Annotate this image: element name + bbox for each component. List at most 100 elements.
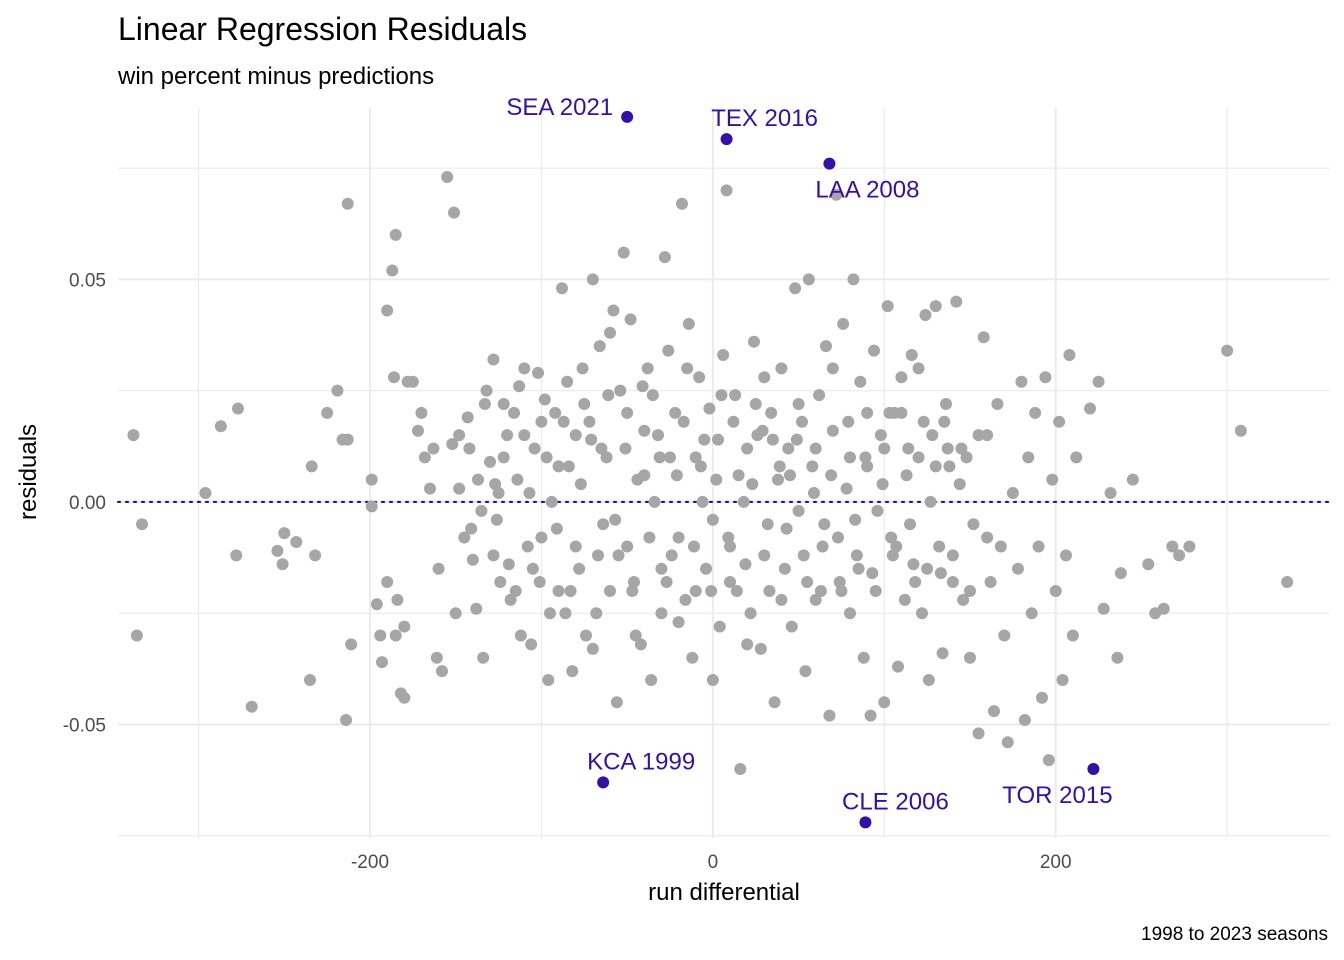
data-point (964, 651, 976, 664)
data-point (626, 584, 639, 597)
data-point (340, 714, 352, 727)
data-point (763, 584, 776, 597)
data-point (645, 673, 658, 686)
data-point (881, 300, 894, 313)
data-point (1046, 473, 1059, 486)
data-point (489, 478, 502, 491)
data-point (634, 638, 647, 651)
data-point (436, 665, 448, 678)
data-point (902, 442, 915, 455)
data-point (766, 433, 779, 446)
x-tick-label: 200 (1040, 852, 1072, 873)
data-point (1063, 349, 1076, 362)
data-point (664, 451, 676, 464)
data-point (381, 304, 394, 317)
data-point (550, 522, 563, 535)
data-point (1060, 549, 1072, 562)
y-tick-label: 0.05 (69, 270, 106, 291)
data-point (890, 540, 903, 553)
data-point (518, 362, 531, 375)
data-point (669, 406, 682, 419)
data-point (806, 460, 819, 473)
data-point (574, 478, 587, 491)
data-point (127, 429, 140, 442)
data-point (612, 549, 625, 562)
data-point (214, 420, 227, 433)
data-point (448, 206, 460, 219)
chart-caption: 1998 to 2023 seasons (1141, 924, 1328, 945)
data-point (470, 602, 483, 615)
highlighted-point (1087, 763, 1100, 776)
data-point (850, 549, 863, 562)
data-point (868, 344, 880, 357)
data-point (784, 469, 796, 482)
data-point (672, 531, 685, 544)
data-point (946, 549, 959, 562)
data-point (859, 451, 872, 464)
data-point (797, 549, 810, 562)
data-point (705, 584, 718, 597)
data-point (679, 593, 692, 606)
data-point (869, 584, 882, 597)
data-point (525, 638, 538, 651)
data-point (1281, 576, 1294, 589)
data-point (604, 326, 616, 339)
data-point (638, 424, 651, 437)
data-point (398, 691, 411, 704)
data-point (621, 406, 634, 419)
data-point (964, 584, 976, 597)
data-point (305, 460, 318, 473)
data-point (389, 629, 402, 642)
data-point (912, 362, 925, 375)
data-point (724, 540, 736, 553)
data-point (1018, 714, 1031, 727)
data-point (586, 273, 599, 286)
data-point (909, 576, 922, 589)
data-point (799, 665, 812, 678)
data-point (1142, 558, 1155, 571)
data-point (398, 620, 411, 633)
data-point (643, 531, 656, 544)
data-point (136, 518, 148, 531)
data-point (391, 593, 404, 606)
data-point (532, 366, 544, 379)
data-point (655, 562, 668, 575)
data-point (580, 629, 592, 642)
data-point (998, 629, 1011, 642)
data-point (835, 584, 848, 597)
data-point (885, 531, 898, 544)
data-point (544, 607, 556, 620)
data-point (365, 473, 378, 486)
data-point (321, 406, 334, 419)
data-point (943, 460, 956, 473)
data-point (929, 460, 942, 473)
data-point (463, 442, 476, 455)
data-point (934, 567, 947, 580)
data-point (556, 282, 568, 295)
data-point (700, 562, 712, 575)
data-point (465, 522, 478, 535)
data-point (1066, 629, 1079, 642)
data-point (761, 518, 774, 531)
data-point (712, 433, 724, 446)
data-point (617, 246, 630, 259)
data-point (801, 576, 814, 589)
data-point (610, 696, 623, 709)
data-point (578, 398, 591, 411)
data-point (388, 371, 400, 384)
data-point (278, 527, 291, 540)
data-point (1166, 540, 1179, 553)
data-point (418, 451, 431, 464)
data-point (290, 535, 303, 548)
data-point (653, 451, 666, 464)
data-point (729, 389, 742, 402)
data-point (775, 593, 788, 606)
data-point (276, 558, 289, 571)
data-point (820, 340, 832, 353)
data-point (789, 282, 802, 295)
data-point (837, 317, 850, 330)
data-point (566, 665, 579, 678)
chart-title: Linear Regression Residuals (118, 11, 527, 47)
data-point (487, 549, 500, 562)
data-point (773, 460, 786, 473)
